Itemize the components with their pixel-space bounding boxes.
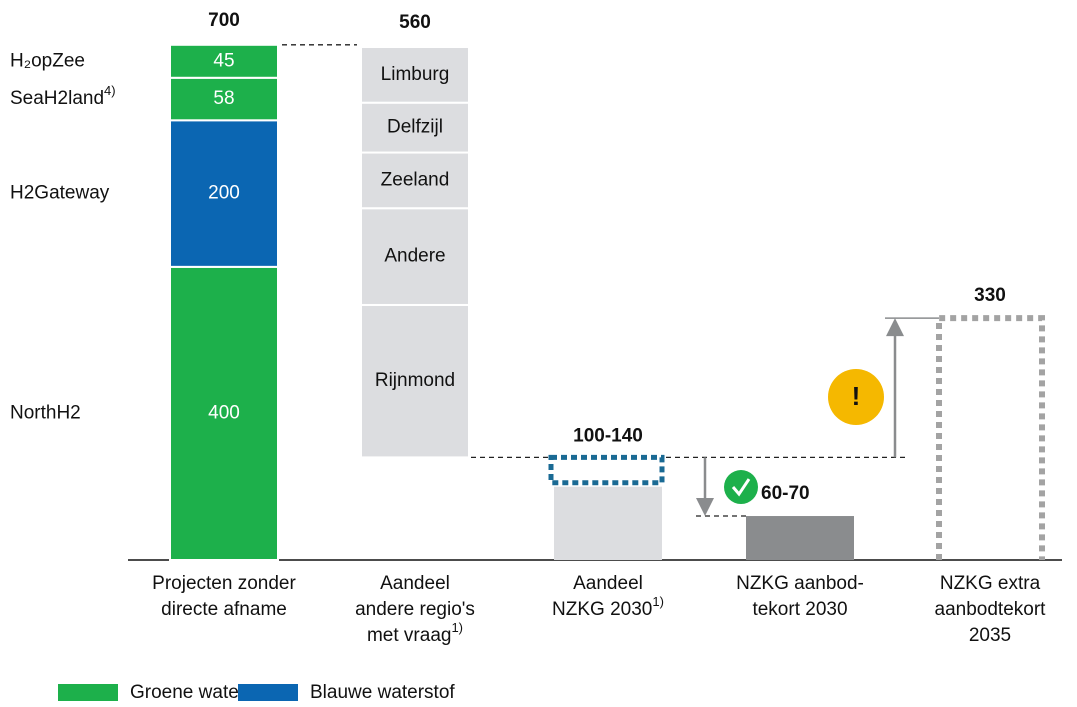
- x-tick-label-text: tekort 2030: [752, 599, 847, 620]
- value-label: 45: [213, 50, 234, 71]
- x-tick-label: NZKG extra: [940, 573, 1041, 594]
- x-tick-label: NZKG aanbod-: [736, 573, 864, 594]
- x-tick-label: tekort 2030: [752, 599, 847, 620]
- x-tick-label-text: directe afname: [161, 599, 287, 620]
- segment-name-text: SeaH2land: [10, 88, 104, 109]
- warning-icon: [828, 369, 884, 425]
- x-tick-label-text: aanbodtekort: [935, 599, 1047, 620]
- open-box: [936, 315, 1045, 560]
- footnote: 1): [652, 594, 664, 609]
- segment-name: Rijnmond: [375, 370, 455, 391]
- x-tick-label: met vraag1): [367, 620, 463, 646]
- x-tick-label-text: andere regio's: [355, 599, 475, 620]
- segment-name-text: NorthH2: [10, 402, 81, 423]
- segment-name: Andere: [384, 246, 445, 267]
- footnote: 4): [104, 83, 116, 98]
- bar-segment: [169, 119, 279, 268]
- x-tick-label-text: Projecten zonder: [152, 573, 296, 594]
- total-label: 560: [399, 12, 431, 33]
- arrow-head: [886, 318, 904, 337]
- check-icon: [724, 470, 758, 505]
- value-label: 400: [208, 402, 240, 423]
- check-mark: [731, 478, 751, 497]
- segment-name: Zeeland: [381, 169, 450, 190]
- range-box: [548, 454, 665, 486]
- x-tick-label-text: NZKG aanbod-: [736, 573, 864, 594]
- bar-segment: [169, 43, 279, 79]
- bar-segment: [360, 303, 470, 459]
- x-tick-label-text: NZKG 2030: [552, 599, 652, 620]
- bar-segment: [360, 151, 470, 210]
- bar: [554, 486, 662, 560]
- range-label: 60-70: [761, 483, 810, 504]
- segment-name: H2Gateway: [10, 183, 110, 204]
- value-label: 58: [213, 88, 234, 109]
- x-tick-label: Aandeel: [380, 573, 450, 594]
- footnote: 1): [451, 620, 463, 635]
- x-tick-label: directe afname: [161, 599, 287, 620]
- segment-name: SeaH2land4): [10, 83, 116, 109]
- legend-label: Blauwe waterstof: [310, 682, 455, 703]
- x-tick-label: Aandeel: [573, 573, 643, 594]
- segment-name: H₂opZee: [10, 50, 85, 71]
- x-tick-label: aanbodtekort: [935, 599, 1047, 620]
- segment-name: Limburg: [381, 64, 450, 85]
- legend-swatch: [238, 684, 298, 701]
- bar-segment: [169, 265, 279, 561]
- x-tick-label-text: NZKG extra: [940, 573, 1041, 594]
- arrow-head: [696, 498, 714, 517]
- segment-name: NorthH2: [10, 402, 81, 423]
- segment-name-text: H2Gateway: [10, 183, 110, 204]
- x-tick-label-text: met vraag: [367, 625, 451, 646]
- bar: [746, 516, 854, 560]
- x-tick-label: Projecten zonder: [152, 573, 296, 594]
- segment-name-text: H₂opZee: [10, 50, 85, 71]
- segment-name: Delfzijl: [387, 117, 443, 138]
- x-tick-label: andere regio's: [355, 599, 475, 620]
- bar-segment: [360, 46, 470, 104]
- total-label: 330: [974, 285, 1006, 306]
- total-label: 700: [208, 10, 240, 31]
- bar-segment: [360, 207, 470, 306]
- x-tick-label-text: Aandeel: [380, 573, 450, 594]
- x-tick-label-text: Aandeel: [573, 573, 643, 594]
- value-label: 200: [208, 183, 240, 204]
- range-label: 100-140: [573, 425, 643, 446]
- bar-segment: [360, 101, 470, 154]
- warning-mark: !: [852, 381, 861, 411]
- x-tick-label-text: 2035: [969, 625, 1011, 646]
- x-tick-label: 2035: [969, 625, 1011, 646]
- x-tick-label: NZKG 20301): [552, 594, 664, 620]
- legend-swatch: [58, 684, 118, 701]
